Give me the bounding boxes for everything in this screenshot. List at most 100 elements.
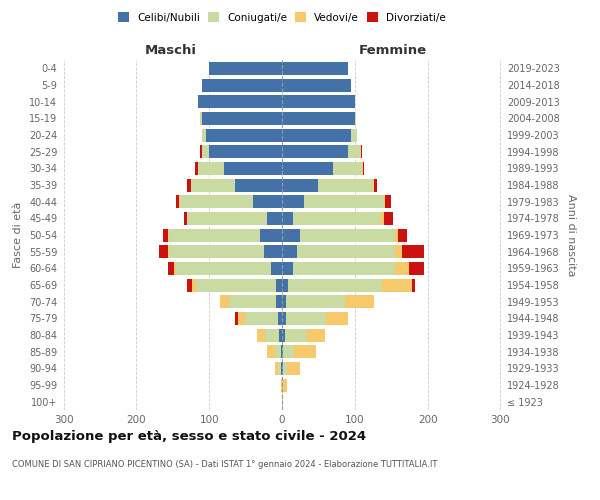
Bar — [279, 328, 282, 342]
Bar — [282, 212, 293, 225]
Bar — [282, 345, 283, 358]
Bar — [319, 178, 373, 192]
Bar — [235, 312, 238, 325]
Bar — [286, 295, 344, 308]
Bar — [180, 195, 253, 208]
Bar — [202, 128, 206, 141]
Bar — [257, 328, 265, 342]
Bar — [209, 62, 282, 75]
Bar — [286, 312, 326, 325]
Bar — [169, 228, 260, 241]
Text: COMUNE DI SAN CIPRIANO PICENTINO (SA) - Dati ISTAT 1° gennaio 2024 - Elaborazion: COMUNE DI SAN CIPRIANO PICENTINO (SA) - … — [12, 460, 437, 469]
Bar — [347, 145, 361, 158]
Bar — [282, 262, 293, 275]
Bar — [382, 278, 412, 291]
Bar — [300, 228, 395, 241]
Bar — [184, 212, 187, 225]
Bar — [282, 112, 355, 125]
Bar — [363, 162, 364, 175]
Bar — [295, 345, 316, 358]
Bar — [179, 195, 180, 208]
Bar — [283, 378, 287, 392]
Text: Maschi: Maschi — [145, 44, 197, 57]
Bar — [282, 295, 286, 308]
Bar — [282, 95, 355, 108]
Bar — [196, 278, 276, 291]
Bar — [220, 295, 229, 308]
Bar — [271, 262, 282, 275]
Bar — [361, 145, 362, 158]
Bar — [282, 162, 333, 175]
Bar — [194, 162, 198, 175]
Bar — [373, 178, 374, 192]
Bar — [283, 362, 287, 375]
Bar — [265, 328, 279, 342]
Bar — [176, 195, 179, 208]
Bar — [198, 95, 282, 108]
Bar — [268, 212, 282, 225]
Bar — [275, 345, 281, 358]
Bar — [238, 312, 245, 325]
Bar — [275, 362, 278, 375]
Bar — [282, 245, 296, 258]
Bar — [398, 228, 407, 241]
Bar — [282, 62, 347, 75]
Bar — [202, 78, 282, 92]
Bar — [293, 262, 395, 275]
Bar — [168, 245, 169, 258]
Bar — [282, 278, 288, 291]
Bar — [281, 362, 282, 375]
Bar — [282, 312, 286, 325]
Y-axis label: Anni di nascita: Anni di nascita — [566, 194, 577, 276]
Bar — [293, 212, 380, 225]
Bar — [384, 212, 392, 225]
Bar — [278, 312, 282, 325]
Bar — [412, 278, 415, 291]
Bar — [282, 178, 319, 192]
Bar — [202, 112, 282, 125]
Text: Femmine: Femmine — [359, 44, 427, 57]
Bar — [159, 245, 168, 258]
Bar — [384, 195, 385, 208]
Bar — [200, 145, 202, 158]
Bar — [278, 362, 281, 375]
Bar — [198, 162, 224, 175]
Bar — [276, 278, 282, 291]
Bar — [282, 195, 304, 208]
Bar — [193, 278, 196, 291]
Bar — [395, 245, 402, 258]
Bar — [187, 212, 268, 225]
Bar — [163, 228, 169, 241]
Bar — [281, 345, 282, 358]
Legend: Celibi/Nubili, Coniugati/e, Vedovi/e, Divorziati/e: Celibi/Nubili, Coniugati/e, Vedovi/e, Di… — [116, 10, 448, 24]
Bar — [333, 162, 362, 175]
Bar — [285, 328, 307, 342]
Bar — [169, 262, 174, 275]
Bar — [206, 128, 282, 141]
Bar — [202, 145, 209, 158]
Bar — [245, 312, 278, 325]
Bar — [253, 195, 282, 208]
Y-axis label: Fasce di età: Fasce di età — [13, 202, 23, 268]
Bar — [385, 195, 391, 208]
Bar — [174, 262, 176, 275]
Bar — [326, 312, 347, 325]
Bar — [276, 295, 282, 308]
Bar — [282, 328, 285, 342]
Bar — [224, 162, 282, 175]
Bar — [409, 262, 424, 275]
Bar — [355, 112, 356, 125]
Bar — [344, 295, 374, 308]
Bar — [176, 262, 271, 275]
Bar — [187, 278, 193, 291]
Bar — [235, 178, 282, 192]
Bar — [283, 345, 295, 358]
Bar — [264, 245, 282, 258]
Bar — [209, 145, 282, 158]
Bar — [200, 112, 202, 125]
Bar — [281, 378, 282, 392]
Bar — [268, 345, 275, 358]
Bar — [187, 178, 191, 192]
Text: Popolazione per età, sesso e stato civile - 2024: Popolazione per età, sesso e stato civil… — [12, 430, 366, 443]
Bar — [282, 395, 283, 408]
